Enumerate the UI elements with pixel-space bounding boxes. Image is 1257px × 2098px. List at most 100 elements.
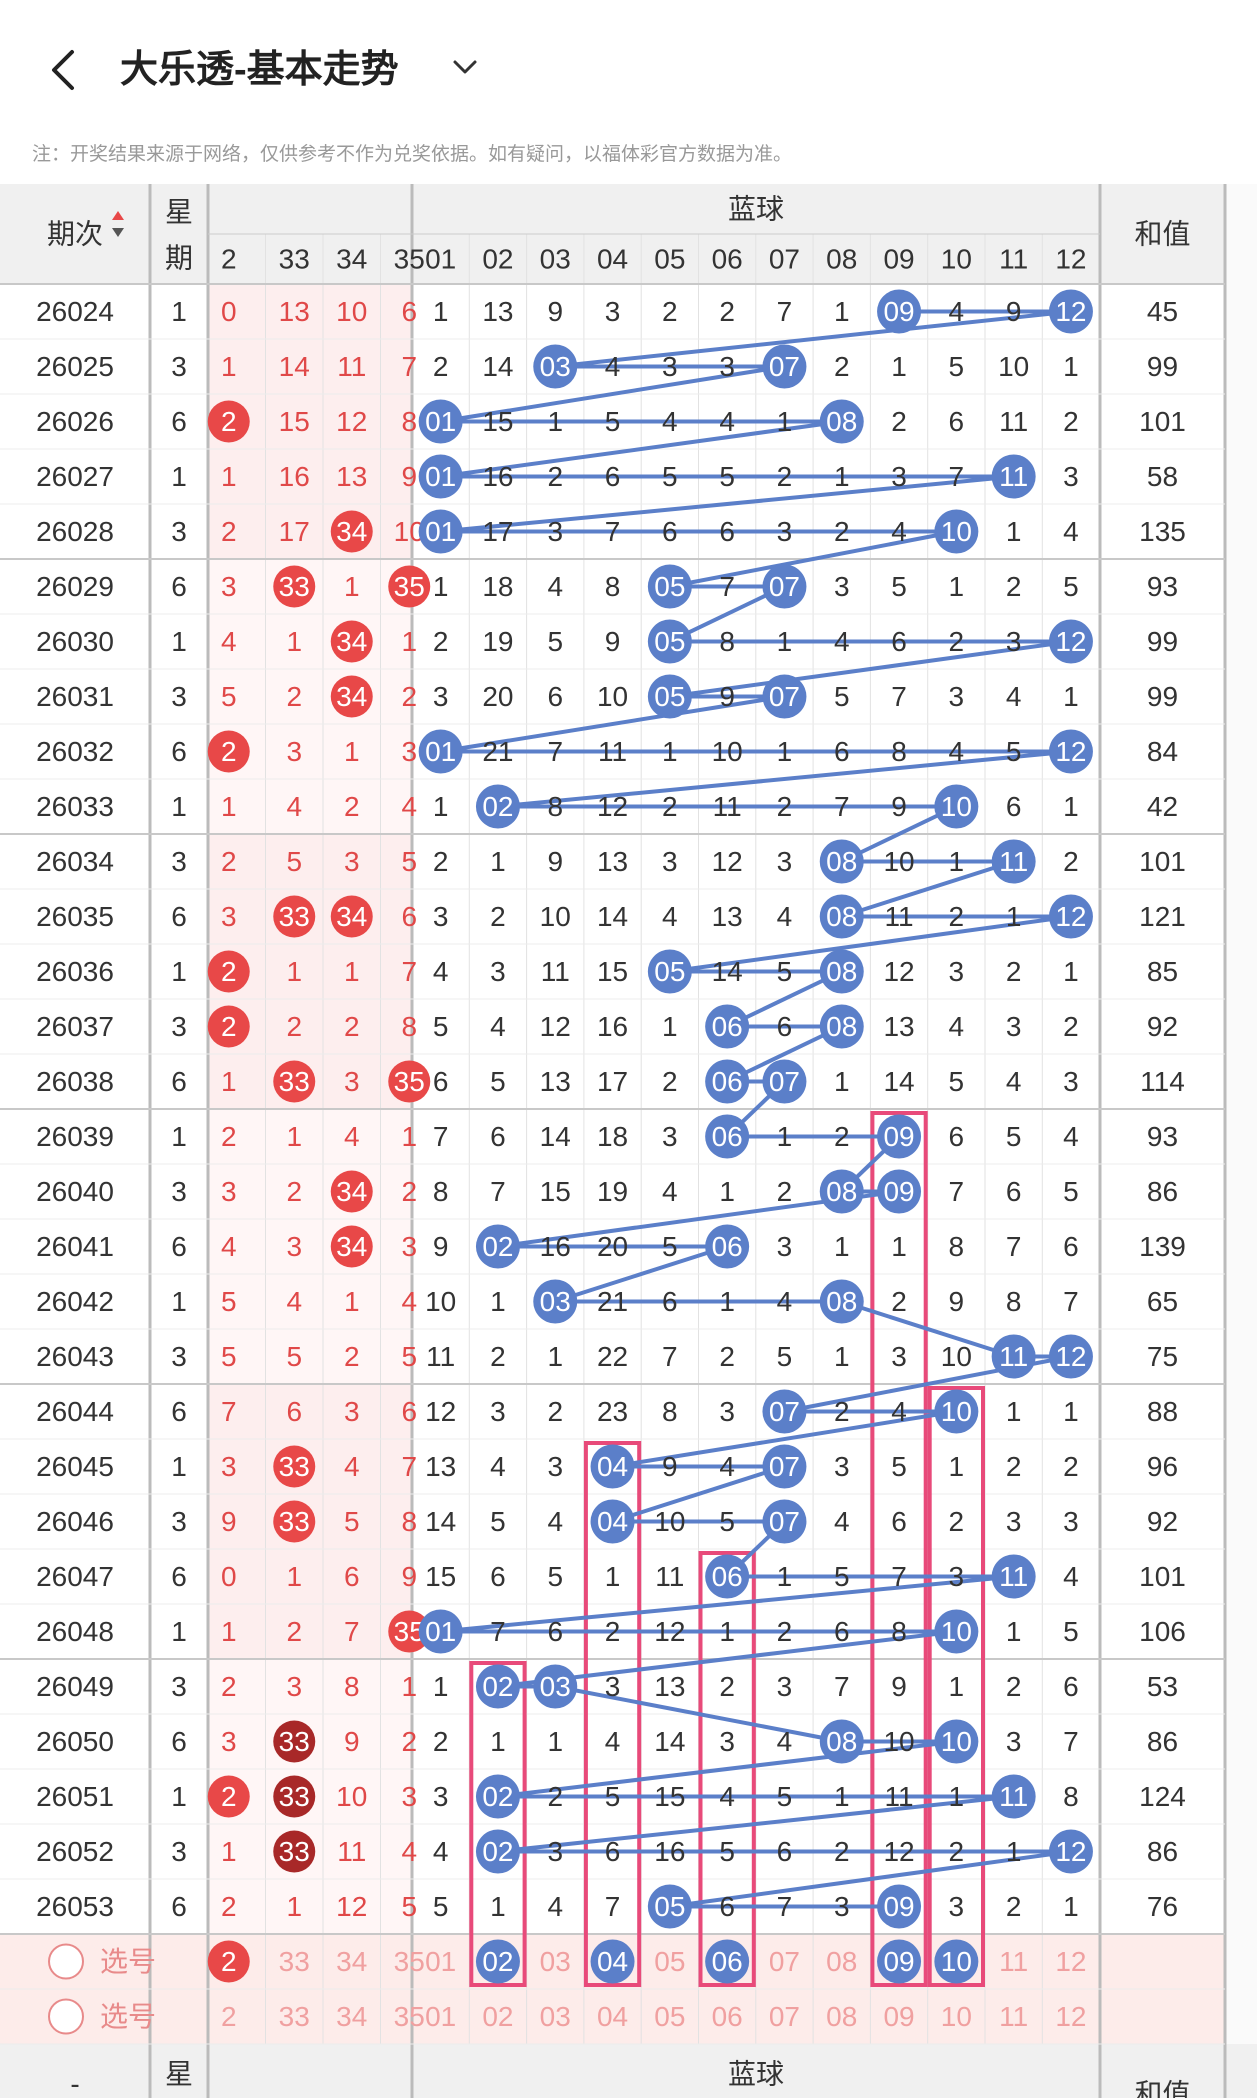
red-ball[interactable] bbox=[207, 1940, 250, 1983]
select-blue-cell[interactable]: 02 bbox=[482, 2001, 513, 2032]
blue-miss-cell: 7 bbox=[719, 571, 735, 602]
sort-down-icon[interactable] bbox=[112, 228, 124, 237]
front-miss-cell: 1 bbox=[401, 1671, 417, 1702]
blue-miss-cell: 1 bbox=[433, 791, 449, 822]
red-ball bbox=[273, 1830, 316, 1873]
select-radio[interactable] bbox=[48, 1998, 84, 2035]
select-radio[interactable] bbox=[48, 1943, 84, 1980]
blue-ball-number: 08 bbox=[826, 1011, 857, 1042]
blue-ball-number[interactable]: 09 bbox=[883, 1946, 914, 1977]
red-ball bbox=[330, 510, 373, 553]
sum-header: 和值 bbox=[1134, 219, 1190, 250]
select-blue-cell[interactable]: 08 bbox=[826, 1946, 857, 1977]
blue-ball-number[interactable]: 10 bbox=[941, 1946, 972, 1977]
select-front-cell[interactable]: 33 bbox=[279, 2001, 310, 2032]
sort-up-icon[interactable] bbox=[112, 211, 124, 220]
page-title[interactable]: 大乐透-基本走势 bbox=[120, 49, 399, 91]
select-front-cell[interactable]: 2 bbox=[221, 2001, 237, 2032]
blue-miss-cell: 2 bbox=[1063, 1451, 1079, 1482]
blue-miss-cell: 5 bbox=[777, 956, 793, 987]
blue-ball-number[interactable]: 04 bbox=[597, 1946, 628, 1977]
blue-ball[interactable] bbox=[705, 1939, 750, 1984]
blue-miss-cell: 1 bbox=[1063, 351, 1079, 382]
blue-miss-cell: 3 bbox=[949, 956, 965, 987]
blue-miss-cell: 2 bbox=[891, 406, 907, 437]
blue-miss-cell: 3 bbox=[719, 1396, 735, 1427]
red-ball-number: 33 bbox=[279, 1781, 310, 1812]
blue-miss-cell: 9 bbox=[433, 1231, 449, 1262]
front-miss-cell: 8 bbox=[344, 1671, 360, 1702]
blue-miss-cell: 1 bbox=[1006, 1396, 1022, 1427]
blue-miss-cell: 3 bbox=[605, 296, 621, 327]
select-blue-cell[interactable]: 01 bbox=[425, 1946, 456, 1977]
select-blue-cell[interactable]: 12 bbox=[1055, 1946, 1086, 1977]
blue-col-header: 09 bbox=[883, 244, 914, 275]
select-front-cell[interactable]: 35 bbox=[394, 2001, 425, 2032]
sum-cell: 124 bbox=[1139, 1781, 1186, 1812]
blue-ball[interactable] bbox=[590, 1939, 635, 1984]
blue-ball-number: 12 bbox=[1055, 296, 1086, 327]
select-blue-cell[interactable]: 07 bbox=[769, 2001, 800, 2032]
blue-miss-cell: 2 bbox=[1063, 846, 1079, 877]
select-blue-cell[interactable]: 01 bbox=[425, 2001, 456, 2032]
week-header-1: 星 bbox=[165, 197, 193, 228]
sum-cell: 92 bbox=[1147, 1011, 1178, 1042]
blue-miss-cell: 3 bbox=[490, 1396, 506, 1427]
blue-ball-number[interactable]: 02 bbox=[482, 1946, 513, 1977]
select-front-cell[interactable]: 34 bbox=[336, 1946, 367, 1977]
select-blue-cell[interactable]: 09 bbox=[883, 2001, 914, 2032]
front-zone-bg bbox=[208, 834, 412, 889]
front-miss-cell: 2 bbox=[344, 1011, 360, 1042]
select-blue-cell[interactable]: 05 bbox=[654, 2001, 685, 2032]
blue-ball-number: 05 bbox=[654, 571, 685, 602]
select-blue-cell[interactable]: 07 bbox=[769, 1946, 800, 1977]
blue-miss-cell: 3 bbox=[777, 1671, 793, 1702]
blue-miss-cell: 5 bbox=[1006, 1121, 1022, 1152]
chevron-down-icon[interactable] bbox=[450, 52, 480, 82]
select-front-cell[interactable]: 33 bbox=[279, 1946, 310, 1977]
front-miss-cell: 5 bbox=[221, 681, 237, 712]
issue-cell: 26031 bbox=[36, 681, 114, 712]
blue-ball-number: 08 bbox=[826, 1286, 857, 1317]
select-blue-cell[interactable]: 10 bbox=[941, 2001, 972, 2032]
blue-col-header: 05 bbox=[654, 244, 685, 275]
blue-ball bbox=[819, 1169, 864, 1214]
select-blue-cell[interactable]: 12 bbox=[1055, 2001, 1086, 2032]
select-label[interactable]: 选号 bbox=[100, 2001, 156, 2032]
select-blue-cell[interactable]: 05 bbox=[654, 1946, 685, 1977]
select-blue-cell[interactable]: 08 bbox=[826, 2001, 857, 2032]
blue-miss-cell: 6 bbox=[1063, 1671, 1079, 1702]
blue-miss-cell: 5 bbox=[662, 1231, 678, 1262]
blue-miss-cell: 3 bbox=[662, 846, 678, 877]
front-zone-bg bbox=[208, 504, 412, 559]
blue-miss-cell: 3 bbox=[433, 681, 449, 712]
blue-miss-cell: 8 bbox=[891, 736, 907, 767]
blue-ball-number: 12 bbox=[1055, 736, 1086, 767]
select-blue-cell[interactable]: 03 bbox=[540, 2001, 571, 2032]
select-blue-cell[interactable]: 03 bbox=[540, 1946, 571, 1977]
blue-miss-cell: 6 bbox=[719, 516, 735, 547]
select-front-cell[interactable]: 35 bbox=[394, 1946, 425, 1977]
select-blue-cell[interactable]: 06 bbox=[712, 2001, 743, 2032]
blue-miss-cell: 1 bbox=[490, 846, 506, 877]
red-ball bbox=[207, 950, 250, 993]
red-ball-number: 34 bbox=[336, 626, 367, 657]
select-blue-cell[interactable]: 04 bbox=[597, 2001, 628, 2032]
trend-line bbox=[440, 694, 785, 754]
select-blue-cell[interactable]: 11 bbox=[999, 2001, 1028, 2032]
front-zone-bg bbox=[208, 1219, 412, 1274]
sum-cell: 84 bbox=[1147, 736, 1178, 767]
blue-miss-cell: 5 bbox=[433, 1011, 449, 1042]
select-blue-cell[interactable]: 11 bbox=[999, 1946, 1028, 1977]
red-ball-number[interactable]: 2 bbox=[221, 1946, 237, 1977]
blue-ball-number[interactable]: 06 bbox=[712, 1946, 743, 1977]
select-front-cell[interactable]: 34 bbox=[336, 2001, 367, 2032]
select-label[interactable]: 选号 bbox=[100, 1946, 156, 1977]
blue-ball[interactable] bbox=[934, 1939, 979, 1984]
blue-ball[interactable] bbox=[877, 1939, 922, 1984]
blue-ball[interactable] bbox=[475, 1939, 520, 1984]
front-miss-cell: 2 bbox=[286, 1616, 302, 1647]
blue-miss-cell: 17 bbox=[597, 1066, 628, 1097]
chevron-left-icon[interactable] bbox=[44, 44, 84, 96]
week-cell: 1 bbox=[171, 296, 187, 327]
